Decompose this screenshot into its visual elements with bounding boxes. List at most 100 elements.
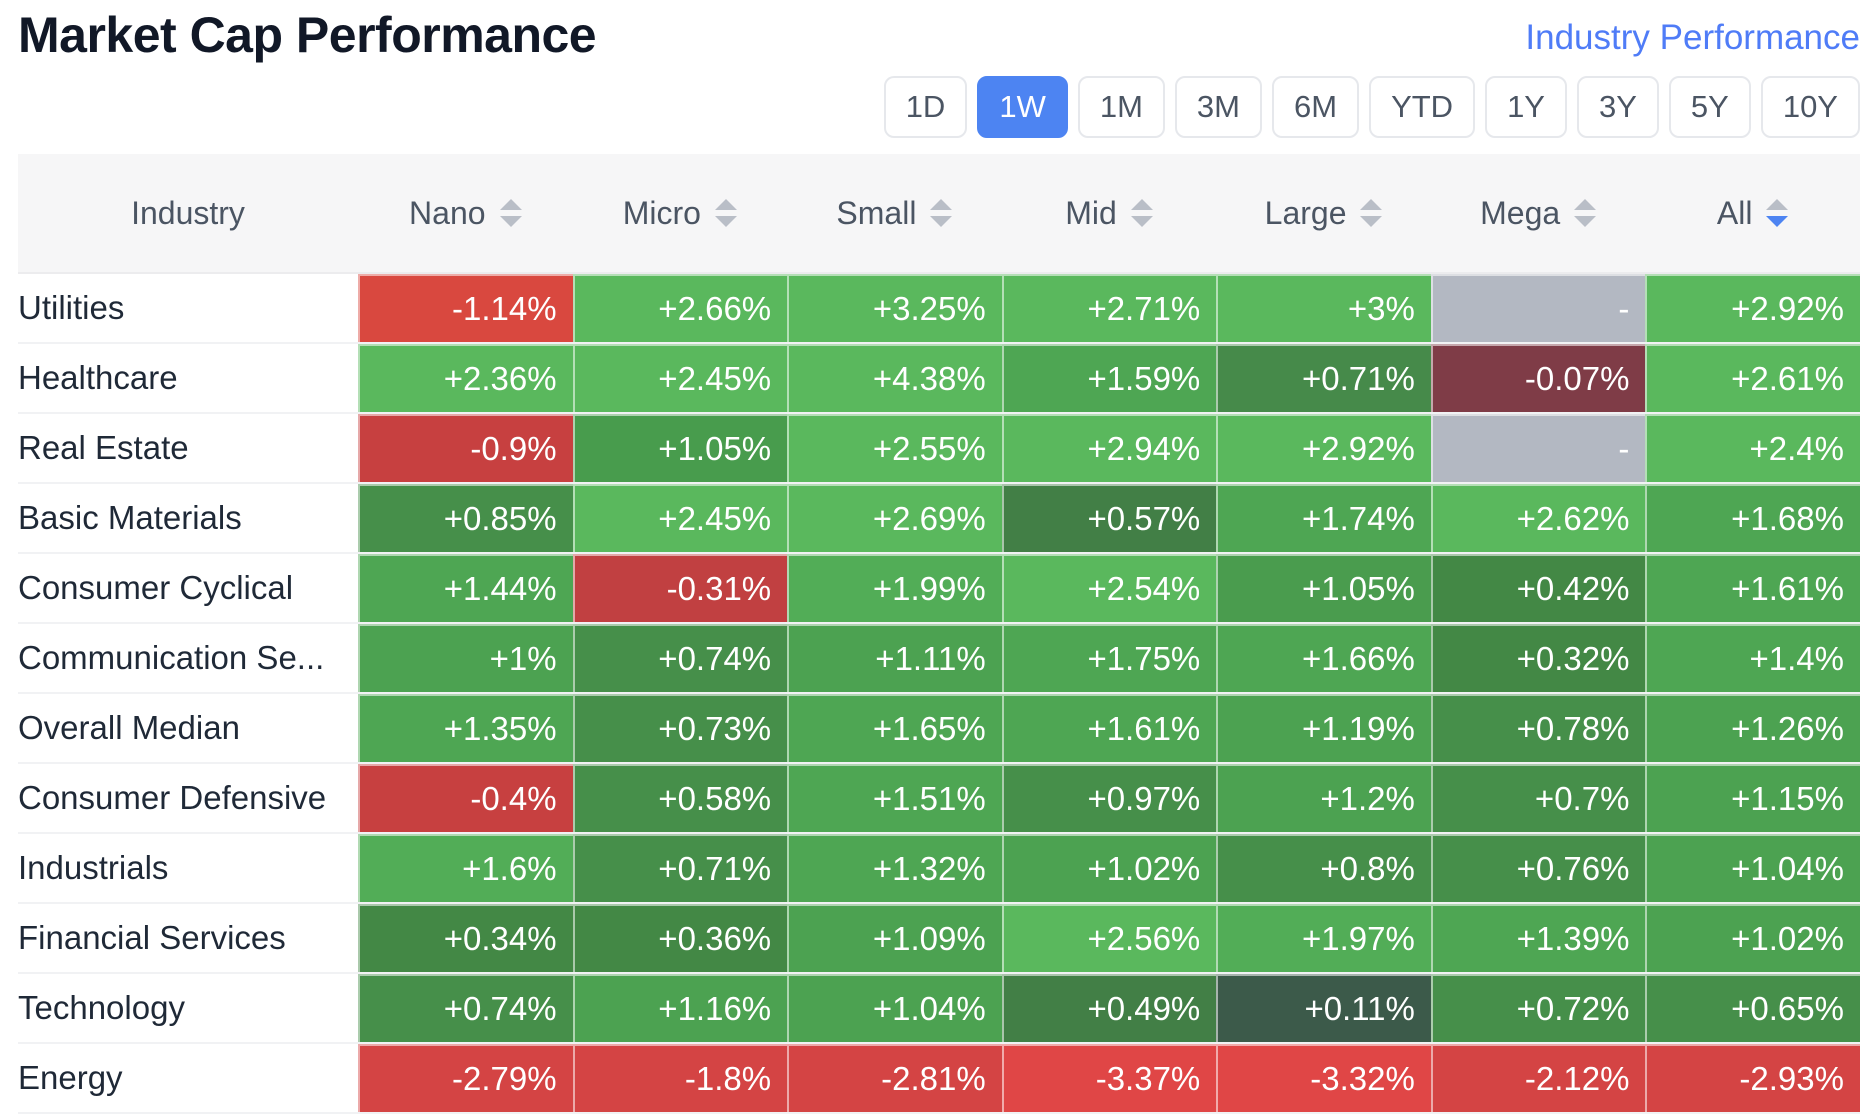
table-row[interactable]: Consumer Defensive -0.4% +0.58% +1.51% +0.97…	[18, 764, 1860, 834]
performance-cell: +1.51%	[787, 764, 1002, 832]
performance-cell: +1.99%	[787, 554, 1002, 622]
table-row[interactable]: Basic Materials +0.85% +2.45% +2.69% +0.57% +…	[18, 484, 1860, 554]
performance-cell: +1.11%	[787, 624, 1002, 692]
table-row[interactable]: Utilities -1.14% +2.66% +3.25% +2.71% +3% - +2.…	[18, 274, 1860, 344]
industry-name[interactable]: Healthcare	[18, 344, 358, 412]
industry-performance-link[interactable]: Industry Performance	[1525, 18, 1860, 57]
table-row[interactable]: Overall Median +1.35% +0.73% +1.65% +1.61% +1…	[18, 694, 1860, 764]
performance-cell: +0.36%	[572, 904, 788, 972]
period-button-1w[interactable]: 1W	[977, 76, 1068, 138]
column-header-micro[interactable]: Micro	[573, 195, 788, 232]
performance-cell: +2.36%	[358, 344, 573, 412]
sort-icon[interactable]	[1766, 199, 1789, 227]
table-header: Industry Nano Micro Small Mid Large Mega All	[18, 154, 1860, 274]
performance-cell: +0.49%	[1001, 974, 1217, 1042]
performance-cell: +1.09%	[787, 904, 1002, 972]
industry-name[interactable]: Technology	[18, 974, 358, 1042]
performance-cell: -0.07%	[1430, 344, 1646, 412]
sort-icon[interactable]	[1574, 199, 1597, 227]
industry-name[interactable]: Consumer Cyclical	[18, 554, 358, 622]
performance-cell: +1.39%	[1430, 904, 1646, 972]
column-header-all[interactable]: All	[1645, 195, 1860, 232]
table-row[interactable]: Communication Se... +1% +0.74% +1.11% +1.75%…	[18, 624, 1860, 694]
sort-icon[interactable]	[499, 199, 522, 227]
column-header-label: Mega	[1480, 194, 1561, 231]
industry-name[interactable]: Basic Materials	[18, 484, 358, 552]
performance-cell: +0.71%	[1216, 344, 1431, 412]
column-header-label: Large	[1264, 194, 1347, 231]
performance-cell: +2.66%	[572, 274, 788, 342]
performance-cell: -0.9%	[358, 414, 573, 482]
performance-cell: +1.97%	[1216, 904, 1431, 972]
column-header-label: Small	[836, 194, 917, 231]
performance-cell: -2.79%	[358, 1044, 573, 1112]
sort-icon[interactable]	[714, 199, 737, 227]
column-header-label: All	[1716, 194, 1753, 231]
industry-name[interactable]: Overall Median	[18, 694, 358, 762]
performance-cell: +1.04%	[1645, 834, 1860, 902]
performance-cell: +2.4%	[1645, 414, 1860, 482]
column-header-small[interactable]: Small	[787, 195, 1002, 232]
performance-cell: +1.66%	[1216, 624, 1431, 692]
table-row[interactable]: Energy -2.79% -1.8% -2.81% -3.37% -3.32% -2.12…	[18, 1044, 1860, 1114]
period-button-5y[interactable]: 5Y	[1668, 76, 1751, 138]
industry-name[interactable]: Energy	[18, 1044, 358, 1112]
table-row[interactable]: Real Estate -0.9% +1.05% +2.55% +2.94% +2.92%…	[18, 414, 1860, 484]
performance-cell: +2.54%	[1001, 554, 1217, 622]
industry-name[interactable]: Real Estate	[18, 414, 358, 482]
performance-cell: +1.4%	[1645, 624, 1860, 692]
column-header-label: Nano	[409, 194, 486, 231]
industry-name[interactable]: Consumer Defensive	[18, 764, 358, 832]
performance-cell: -1.14%	[358, 274, 573, 342]
column-header-label: Industry	[131, 194, 245, 231]
column-header-mid[interactable]: Mid	[1002, 195, 1217, 232]
performance-cell: +2.55%	[787, 414, 1002, 482]
performance-cell: +0.58%	[572, 764, 788, 832]
table-row[interactable]: Consumer Cyclical +1.44% -0.31% +1.99% +2.54…	[18, 554, 1860, 624]
performance-cell: +4.38%	[787, 344, 1002, 412]
industry-name[interactable]: Communication Se...	[18, 624, 358, 692]
performance-cell: +0.42%	[1430, 554, 1646, 622]
column-header-mega[interactable]: Mega	[1431, 195, 1646, 232]
performance-cell: +0.74%	[358, 974, 573, 1042]
column-header-nano[interactable]: Nano	[358, 195, 573, 232]
period-button-1d[interactable]: 1D	[883, 76, 968, 138]
period-button-3m[interactable]: 3M	[1174, 76, 1262, 138]
sort-icon[interactable]	[1130, 199, 1153, 227]
performance-cell: -1.8%	[572, 1044, 788, 1112]
performance-cell: +0.97%	[1001, 764, 1217, 832]
period-button-ytd[interactable]: YTD	[1369, 76, 1476, 138]
column-header-large[interactable]: Large	[1216, 195, 1431, 232]
period-button-3y[interactable]: 3Y	[1576, 76, 1659, 138]
sort-icon[interactable]	[930, 199, 953, 227]
industry-name[interactable]: Industrials	[18, 834, 358, 902]
period-button-6m[interactable]: 6M	[1271, 76, 1360, 138]
performance-cell: -2.81%	[787, 1044, 1002, 1112]
table-row[interactable]: Technology +0.74% +1.16% +1.04% +0.49% +0.11%…	[18, 974, 1860, 1044]
performance-cell: +1.44%	[358, 554, 573, 622]
performance-cell: +1.26%	[1645, 694, 1860, 762]
performance-cell: +2.61%	[1645, 344, 1860, 412]
sort-icon[interactable]	[1360, 199, 1383, 227]
performance-cell: +1.75%	[1001, 624, 1217, 692]
performance-cell: +1.02%	[1645, 904, 1860, 972]
performance-cell: +2.71%	[1001, 274, 1217, 342]
performance-cell: -0.31%	[572, 554, 788, 622]
industry-name[interactable]: Utilities	[18, 274, 358, 342]
page-title: Market Cap Performance	[18, 7, 597, 63]
performance-cell: +2.69%	[787, 484, 1002, 552]
performance-cell: +0.73%	[572, 694, 788, 762]
performance-cell: +1.6%	[358, 834, 573, 902]
industry-name[interactable]: Financial Services	[18, 904, 358, 972]
period-button-1y[interactable]: 1Y	[1485, 76, 1567, 138]
table-row[interactable]: Healthcare +2.36% +2.45% +4.38% +1.59% +0.71%…	[18, 344, 1860, 414]
performance-cell: +0.85%	[358, 484, 573, 552]
performance-cell: +0.65%	[1645, 974, 1860, 1042]
performance-cell: -0.4%	[358, 764, 573, 832]
period-button-10y[interactable]: 10Y	[1760, 76, 1860, 138]
performance-cell: +0.34%	[358, 904, 573, 972]
table-row[interactable]: Financial Services +0.34% +0.36% +1.09% +2.5…	[18, 904, 1860, 974]
table-row[interactable]: Industrials +1.6% +0.71% +1.32% +1.02% +0.8% +…	[18, 834, 1860, 904]
period-button-1m[interactable]: 1M	[1077, 76, 1165, 138]
performance-cell: +3.25%	[787, 274, 1002, 342]
